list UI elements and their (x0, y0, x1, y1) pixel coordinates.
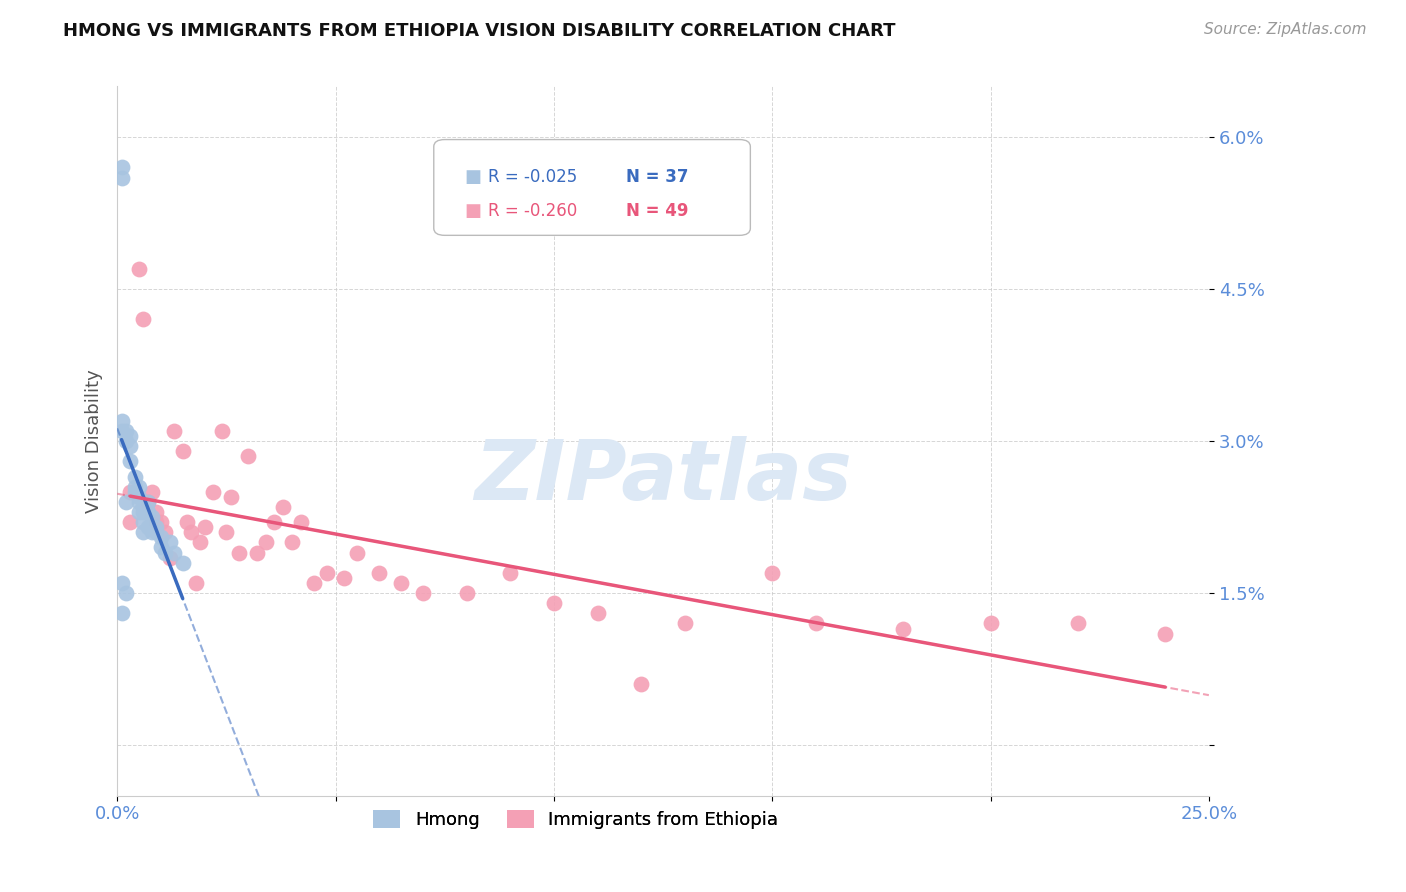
Point (141, 484, 163, 499)
Point (202, 484, 225, 499)
Text: ■: ■ (464, 169, 481, 186)
Point (124, 480, 146, 494)
Text: R = -0.025: R = -0.025 (488, 169, 578, 186)
Point (155, 545, 177, 559)
Point (193, 520, 215, 534)
Text: ZIPatlas: ZIPatlas (474, 436, 852, 517)
Y-axis label: Vision Disability: Vision Disability (86, 369, 103, 513)
Text: HMONG VS IMMIGRANTS FROM ETHIOPIA VISION DISABILITY CORRELATION CHART: HMONG VS IMMIGRANTS FROM ETHIOPIA VISION… (63, 22, 896, 40)
Point (290, 515, 312, 529)
Point (263, 515, 285, 529)
Point (136, 495, 159, 509)
Point (145, 525, 167, 540)
Point (149, 515, 172, 529)
Point (412, 586, 434, 600)
Point (120, 454, 142, 468)
Point (271, 500, 294, 514)
Point (543, 596, 565, 610)
Point (132, 500, 155, 514)
Point (673, 616, 696, 631)
Point (302, 576, 325, 591)
Point (128, 505, 150, 519)
Point (163, 545, 186, 559)
Point (145, 505, 167, 519)
Point (120, 515, 142, 529)
Point (110, 170, 132, 185)
Point (120, 484, 142, 499)
Point (456, 586, 478, 600)
Legend: Hmong, Immigrants from Ethiopia: Hmong, Immigrants from Ethiopia (366, 803, 786, 837)
Point (120, 439, 142, 453)
Point (145, 515, 167, 529)
Point (124, 469, 146, 483)
Point (346, 545, 368, 559)
Point (761, 566, 783, 580)
Point (155, 525, 177, 540)
Point (136, 520, 159, 534)
Point (254, 535, 277, 549)
Point (246, 545, 269, 559)
Point (281, 535, 304, 549)
Point (804, 616, 827, 631)
Point (219, 490, 242, 504)
Point (184, 576, 207, 591)
Point (163, 424, 186, 438)
Point (115, 434, 138, 448)
Point (238, 450, 260, 464)
Point (1154, 626, 1177, 640)
Point (128, 490, 150, 504)
Point (1067, 616, 1090, 631)
Point (110, 607, 132, 621)
Point (136, 505, 159, 519)
Point (145, 520, 167, 534)
Point (128, 480, 150, 494)
Point (630, 677, 652, 691)
Point (141, 510, 163, 524)
Point (128, 261, 150, 276)
Text: ■: ■ (464, 202, 481, 219)
Point (368, 566, 391, 580)
Point (172, 556, 194, 570)
Point (215, 525, 238, 540)
Point (110, 424, 132, 438)
Point (980, 616, 1002, 631)
Point (315, 566, 337, 580)
Point (110, 576, 132, 591)
Point (132, 515, 155, 529)
Point (159, 535, 181, 549)
Point (120, 429, 142, 443)
Point (180, 525, 202, 540)
Point (333, 571, 356, 585)
Point (211, 424, 233, 438)
Point (149, 541, 172, 555)
Point (228, 545, 250, 559)
Point (149, 530, 172, 544)
Text: R = -0.260: R = -0.260 (488, 202, 578, 219)
Point (141, 525, 163, 540)
Point (172, 444, 194, 458)
Point (110, 414, 132, 428)
Point (110, 161, 132, 175)
Point (132, 525, 155, 540)
Point (115, 495, 138, 509)
Point (115, 586, 138, 600)
Point (891, 622, 914, 636)
Point (132, 312, 155, 326)
Point (188, 535, 211, 549)
Point (115, 424, 138, 438)
FancyBboxPatch shape (434, 139, 751, 235)
Point (128, 495, 150, 509)
Text: N = 49: N = 49 (626, 202, 689, 219)
Point (389, 576, 412, 591)
Point (586, 607, 609, 621)
Point (499, 566, 522, 580)
Point (136, 495, 159, 509)
Point (176, 515, 198, 529)
Point (159, 550, 181, 565)
Text: N = 37: N = 37 (626, 169, 689, 186)
Text: Source: ZipAtlas.com: Source: ZipAtlas.com (1204, 22, 1367, 37)
Point (132, 505, 155, 519)
Point (124, 484, 146, 499)
